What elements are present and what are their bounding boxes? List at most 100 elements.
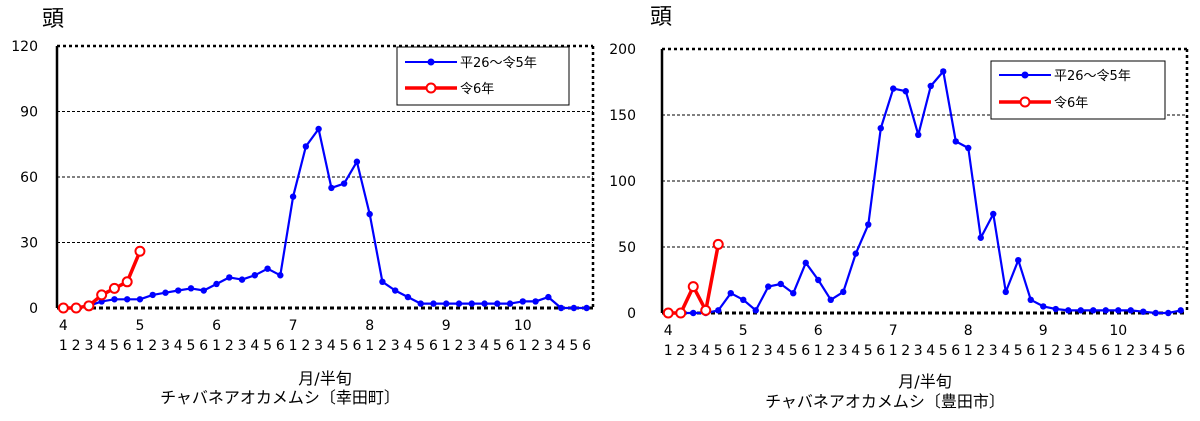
x-subperiod-label: 1 [365,338,374,354]
x-subperiod-label: 4 [1151,343,1160,359]
data-point [927,82,934,90]
x-subperiod-label: 3 [314,338,323,354]
x-subperiod-label: 6 [1176,343,1185,359]
data-point [443,300,450,307]
x-subperiod-label: 1 [814,343,823,359]
x-month-label: 5 [135,318,144,334]
x-subperiod-label: 1 [212,338,221,354]
data-point [134,245,146,257]
data-point [481,300,488,307]
legend-marker [425,82,437,94]
x-subperiod-label: 1 [1114,343,1123,359]
data-point [264,265,271,272]
series-line-1 [668,244,721,315]
x-subperiod-label: 2 [976,343,985,359]
data-point [353,158,361,165]
data-point [902,88,909,95]
x-axis-label: 月/半旬 [298,369,351,388]
x-subperiod-label: 2 [751,343,760,359]
x-subperiod-label: 1 [964,343,973,359]
x-subperiod-label: 5 [340,338,349,354]
x-subperiod-label: 2 [1126,343,1135,359]
data-point [1127,307,1134,314]
data-point [57,302,69,314]
data-point [990,210,997,218]
x-subperiod-label: 2 [378,338,387,354]
series-line-0 [63,127,587,310]
data-point [915,131,922,138]
data-point [277,272,284,279]
x-subperiod-label: 6 [726,343,735,359]
x-subperiod-label: 4 [926,343,935,359]
x-subperiod-label: 5 [1089,343,1098,359]
x-subperiod-label: 5 [110,338,119,354]
x-subperiod-label: 3 [989,343,998,359]
x-month-label: 10 [1109,323,1127,339]
data-point [149,291,156,299]
x-subperiod-label: 6 [1026,343,1035,359]
data-point [777,280,784,288]
x-subperiod-label: 4 [250,338,259,354]
legend-label: 令6年 [1054,96,1088,111]
x-subperiod-label: 1 [289,338,298,354]
x-subperiod-label: 5 [263,338,272,354]
data-point [840,288,847,296]
x-subperiod-label: 6 [1101,343,1110,359]
data-point [187,285,195,292]
data-point [1152,309,1159,317]
x-subperiod-label: 2 [225,338,234,354]
y-tick-label: 120 [11,39,38,55]
x-subperiod-label: 5 [1014,343,1023,359]
data-point [302,143,310,150]
x-subperiod-label: 2 [148,338,157,354]
unit-label: 頭 [42,7,64,32]
x-month-label: 4 [59,318,68,334]
data-point [200,287,207,294]
data-point [977,234,984,241]
data-point [715,307,722,314]
data-point [675,307,687,319]
data-point [506,300,514,307]
x-subperiod-label: 3 [544,338,553,354]
data-point [1165,309,1172,317]
data-point [468,300,475,307]
data-point [162,289,169,296]
y-tick-label: 0 [29,301,38,317]
x-subperiod-label: 5 [569,338,578,354]
data-point [952,138,959,145]
data-point [1090,307,1097,314]
x-subperiod-label: 4 [701,343,710,359]
data-point [251,272,259,279]
legend-label: 令6年 [460,82,494,97]
x-subperiod-label: 2 [826,343,835,359]
x-subperiod-label: 4 [174,338,183,354]
x-subperiod-label: 5 [864,343,873,359]
data-point [1140,308,1147,315]
data-point [108,282,120,294]
chart-title: チャバネアオカメムシ〔幸田町〕 [160,388,400,407]
data-point [1027,296,1034,303]
x-subperiod-label: 1 [135,338,144,354]
x-subperiod-label: 4 [1001,343,1010,359]
x-subperiod-label: 4 [327,338,336,354]
x-month-label: 7 [289,318,298,334]
data-point [790,290,797,297]
data-point [366,210,373,218]
x-subperiod-label: 1 [442,338,451,354]
x-subperiod-label: 6 [276,338,285,354]
data-point [238,276,246,283]
x-subperiod-label: 4 [403,338,412,354]
data-point [455,300,463,307]
data-point [121,276,133,288]
x-subperiod-label: 2 [531,338,540,354]
x-subperiod-label: 1 [518,338,527,354]
legend-label: 平26～令5年 [460,56,537,71]
data-point [965,144,972,152]
x-subperiod-label: 6 [352,338,361,354]
data-point [827,296,834,303]
y-tick-label: 150 [609,108,636,124]
x-month-label: 6 [212,318,221,334]
data-point [1002,288,1009,296]
x-subperiod-label: 4 [851,343,860,359]
